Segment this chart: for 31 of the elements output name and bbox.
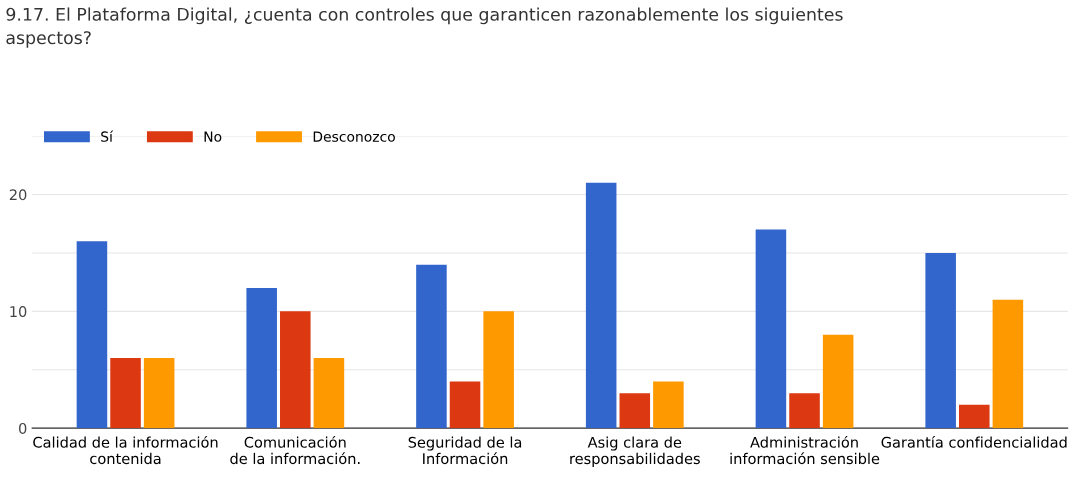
- bar: [822, 334, 854, 429]
- bar: [992, 299, 1024, 429]
- legend-label: Sí: [101, 130, 114, 142]
- bar: [755, 229, 787, 429]
- bar: [483, 311, 514, 429]
- bar: [76, 241, 108, 429]
- y-tick-label: 0: [19, 422, 27, 434]
- y-tick-label: 10: [10, 306, 27, 318]
- bar: [653, 381, 684, 429]
- legend-label: No: [204, 131, 222, 142]
- chart-title: 9.17. El Plataforma Digital, ¿cuenta con controles que garanticen razonablemente los siguientes aspectos?: [6, 7, 843, 48]
- bar: [246, 287, 277, 429]
- legend-label: Desconozco: [313, 131, 395, 142]
- bar: [110, 358, 141, 429]
- bar: [585, 182, 617, 429]
- x-tick-label: Garantía confidencialidad: [881, 435, 1067, 448]
- bar: [449, 381, 481, 429]
- bar: [313, 358, 345, 429]
- bar: [416, 264, 447, 429]
- y-tick-label: 20: [9, 189, 27, 201]
- x-tick-label: Asig clara de responsabilidades: [570, 436, 700, 467]
- bar: [143, 358, 175, 429]
- bar: [789, 393, 820, 429]
- x-tick-label: Comunicación de la información.: [230, 435, 360, 465]
- x-tick-label: Administración información sensible: [730, 435, 880, 465]
- bar: [280, 311, 311, 429]
- x-tick-label: Calidad de la información contenida: [33, 435, 218, 465]
- x-tick-label: Seguridad de la Información: [408, 436, 522, 465]
- bar: [925, 252, 956, 429]
- bar: [959, 404, 990, 429]
- bar: [619, 393, 651, 429]
